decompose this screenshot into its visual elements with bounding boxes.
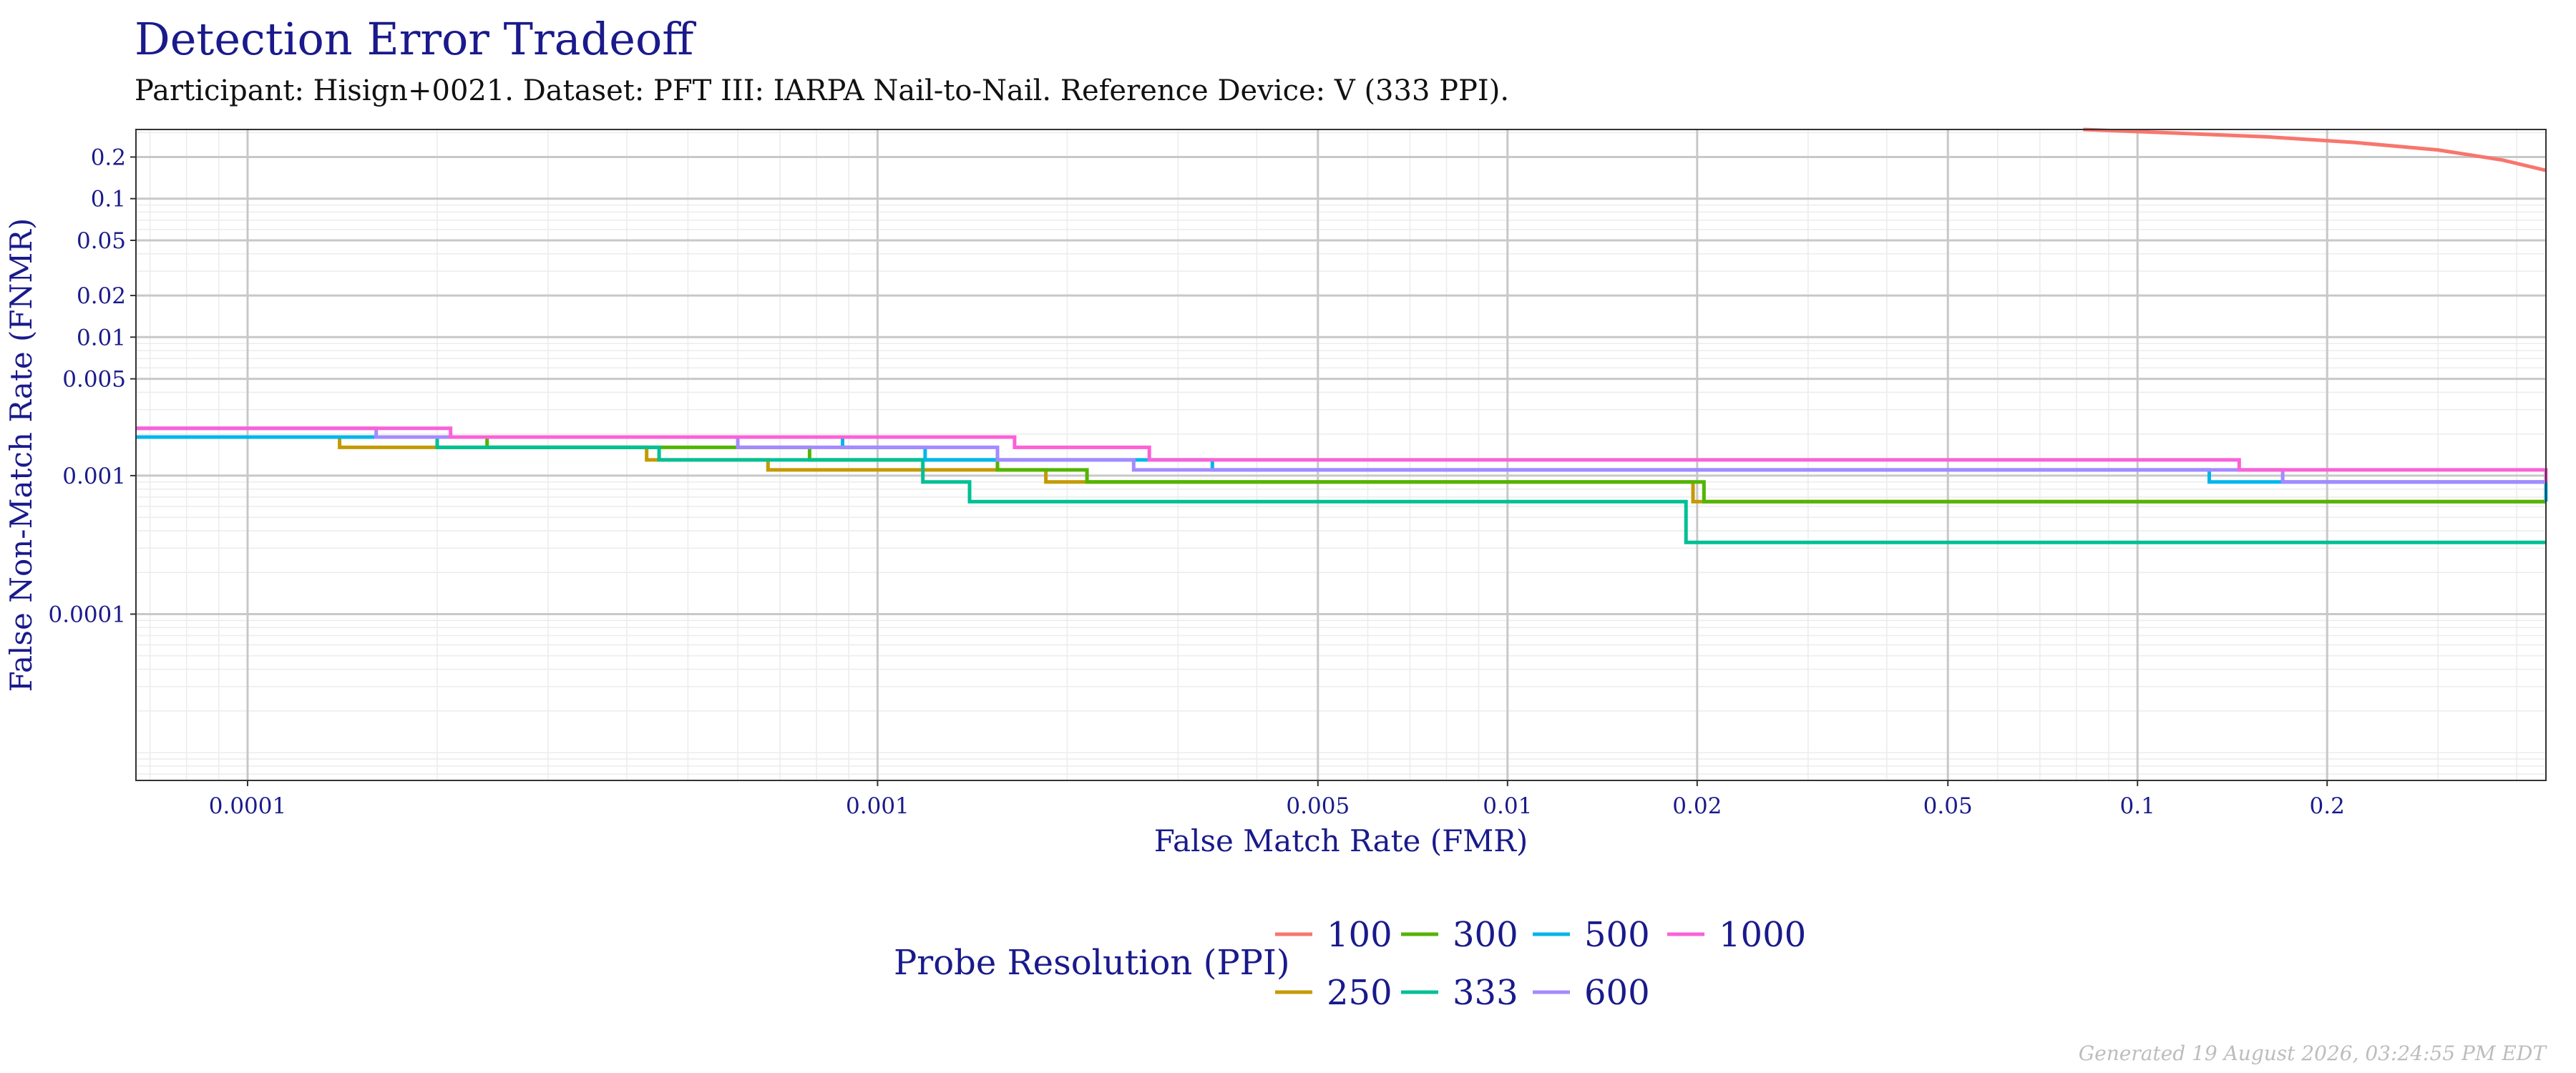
- legend-label: 250: [1327, 973, 1392, 1013]
- y-tick-label: 0.1: [91, 187, 126, 212]
- x-axis-ticks: 0.0001 0.001 0.005 0.01 0.02 0.05 0.1 0.2: [209, 780, 2345, 819]
- x-tick-label: 0.005: [1286, 793, 1350, 819]
- y-tick-label: 0.05: [77, 228, 126, 254]
- x-tick-label: 0.0001: [209, 793, 286, 819]
- series-line-1000: [136, 426, 2548, 482]
- plot-panel: [135, 127, 2548, 781]
- chart-subtitle: Participant: Hisign+0021. Dataset: PFT I…: [135, 74, 1509, 107]
- legend-label: 300: [1453, 915, 1518, 955]
- legend-label: 333: [1453, 973, 1518, 1013]
- x-tick-label: 0.1: [2120, 793, 2155, 819]
- legend-title: Probe Resolution (PPI): [894, 943, 1290, 983]
- series-line-600: [136, 426, 2546, 484]
- legend-key-250: 250: [1275, 973, 1392, 1013]
- y-tick-label: 0.005: [62, 367, 126, 393]
- x-tick-label: 0.001: [846, 793, 909, 819]
- legend-key-1000: 1000: [1667, 915, 1806, 955]
- legend-key-600: 600: [1533, 973, 1650, 1013]
- y-axis-ticks: 0.0001 0.001 0.005 0.01 0.02 0.05 0.1 0.2: [49, 145, 136, 628]
- y-tick-label: 0.001: [62, 464, 126, 489]
- legend-key-500: 500: [1533, 915, 1650, 955]
- legend-label: 100: [1327, 915, 1392, 955]
- legend-label: 600: [1584, 973, 1650, 1013]
- legend-label: 1000: [1719, 915, 1806, 955]
- panel-background: [136, 129, 2546, 780]
- x-tick-label: 0.01: [1483, 793, 1532, 819]
- chart-title: Detection Error Tradeoff: [135, 13, 696, 65]
- legend: Probe Resolution (PPI) 100 250 300 333 500 60…: [894, 915, 1806, 1013]
- panel-border: [135, 129, 2547, 781]
- x-tick-label: 0.05: [1923, 793, 1973, 819]
- y-tick-label: 0.2: [91, 145, 126, 171]
- series-line-100: [2083, 127, 2547, 172]
- y-tick-label: 0.0001: [49, 602, 126, 628]
- series-line-250: [136, 435, 2546, 504]
- generated-caption: Generated 19 August 2026, 03:24:55 PM ED…: [2079, 1042, 2548, 1065]
- legend-key-300: 300: [1401, 915, 1518, 955]
- series-layer: [136, 127, 2548, 544]
- major-gridlines: [136, 129, 2546, 780]
- x-tick-label: 0.02: [1672, 793, 1722, 819]
- series-line-333: [136, 435, 2546, 544]
- y-axis-title: False Non-Match Rate (FNMR): [4, 218, 39, 692]
- legend-key-333: 333: [1401, 973, 1518, 1013]
- x-axis-title: False Match Rate (FMR): [1154, 823, 1528, 858]
- legend-label: 500: [1584, 915, 1650, 955]
- x-tick-label: 0.2: [2310, 793, 2345, 819]
- legend-keys: 100 250 300 333 500 600 1000: [1275, 915, 1806, 1013]
- y-tick-label: 0.01: [77, 325, 126, 351]
- y-tick-label: 0.02: [77, 283, 126, 309]
- legend-key-100: 100: [1275, 915, 1392, 955]
